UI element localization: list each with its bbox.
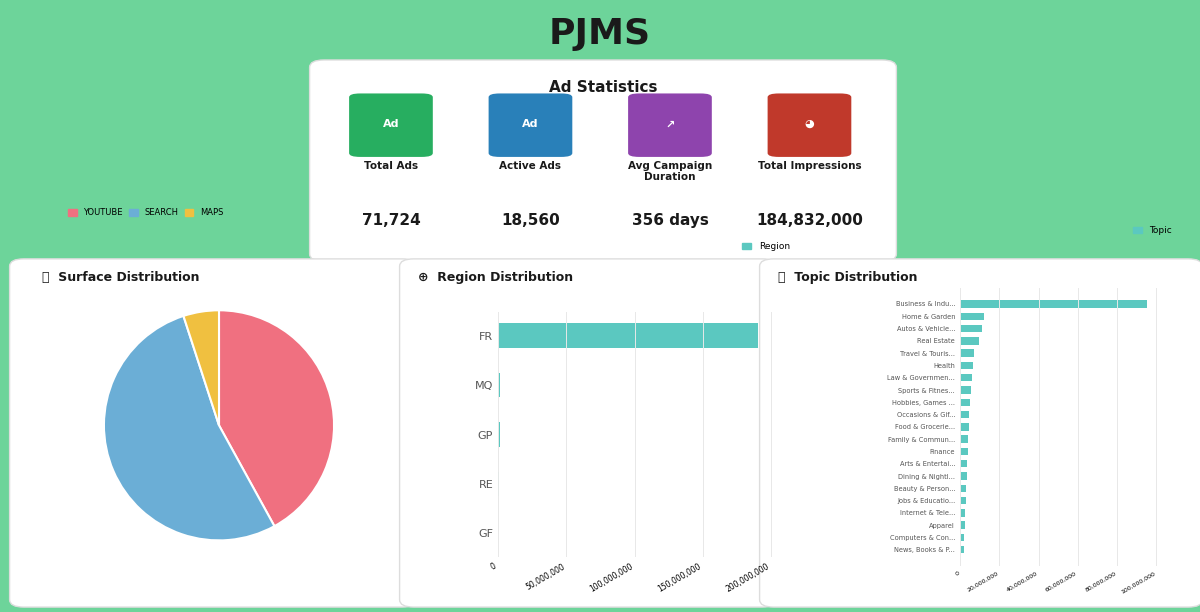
Bar [960,436,968,443]
Text: Total Ads: Total Ads [364,161,418,171]
Bar [960,497,966,504]
Bar [960,460,967,468]
Bar [498,422,500,447]
Bar [960,485,966,492]
Bar [960,398,970,406]
Text: Avg Campaign
Duration: Avg Campaign Duration [628,161,712,182]
Bar [960,423,968,431]
Text: Ad: Ad [383,119,400,129]
FancyBboxPatch shape [768,94,851,157]
Bar [960,534,965,541]
Bar [960,546,964,553]
Text: 356 days: 356 days [631,213,708,228]
Legend: Region: Region [739,238,793,255]
Text: ◕: ◕ [804,119,815,129]
Bar [960,448,968,455]
Text: Active Ads: Active Ads [499,161,562,171]
Bar [960,313,984,320]
Bar [960,509,966,517]
Text: 🏷  Topic Distribution: 🏷 Topic Distribution [778,271,917,283]
Bar [960,386,971,394]
FancyBboxPatch shape [488,94,572,157]
FancyBboxPatch shape [628,94,712,157]
Text: Total Impressions: Total Impressions [757,161,862,171]
Text: Ad Statistics: Ad Statistics [548,80,658,95]
Text: ↗: ↗ [665,119,674,129]
Legend: YOUTUBE, SEARCH, MAPS: YOUTUBE, SEARCH, MAPS [65,205,227,221]
Text: PJMS: PJMS [548,17,652,51]
Bar [960,374,972,381]
Bar [960,362,973,369]
Bar [498,472,499,496]
FancyBboxPatch shape [349,94,433,157]
Bar [960,472,967,480]
Text: 184,832,000: 184,832,000 [756,213,863,228]
Wedge shape [218,310,334,526]
Text: Ad: Ad [522,119,539,129]
Bar [960,337,979,345]
Bar [960,300,1146,308]
Bar [960,349,973,357]
Bar [498,373,499,397]
Bar [960,521,965,529]
Text: ⊕  Region Distribution: ⊕ Region Distribution [418,271,572,283]
Bar [960,411,970,418]
Wedge shape [184,310,218,425]
Legend: Topic: Topic [1129,223,1176,239]
Text: 71,724: 71,724 [361,213,420,228]
Text: 🕐  Surface Distribution: 🕐 Surface Distribution [42,271,199,283]
Bar [960,325,982,332]
Text: 18,560: 18,560 [502,213,560,228]
Bar [498,323,758,348]
Wedge shape [104,316,275,540]
